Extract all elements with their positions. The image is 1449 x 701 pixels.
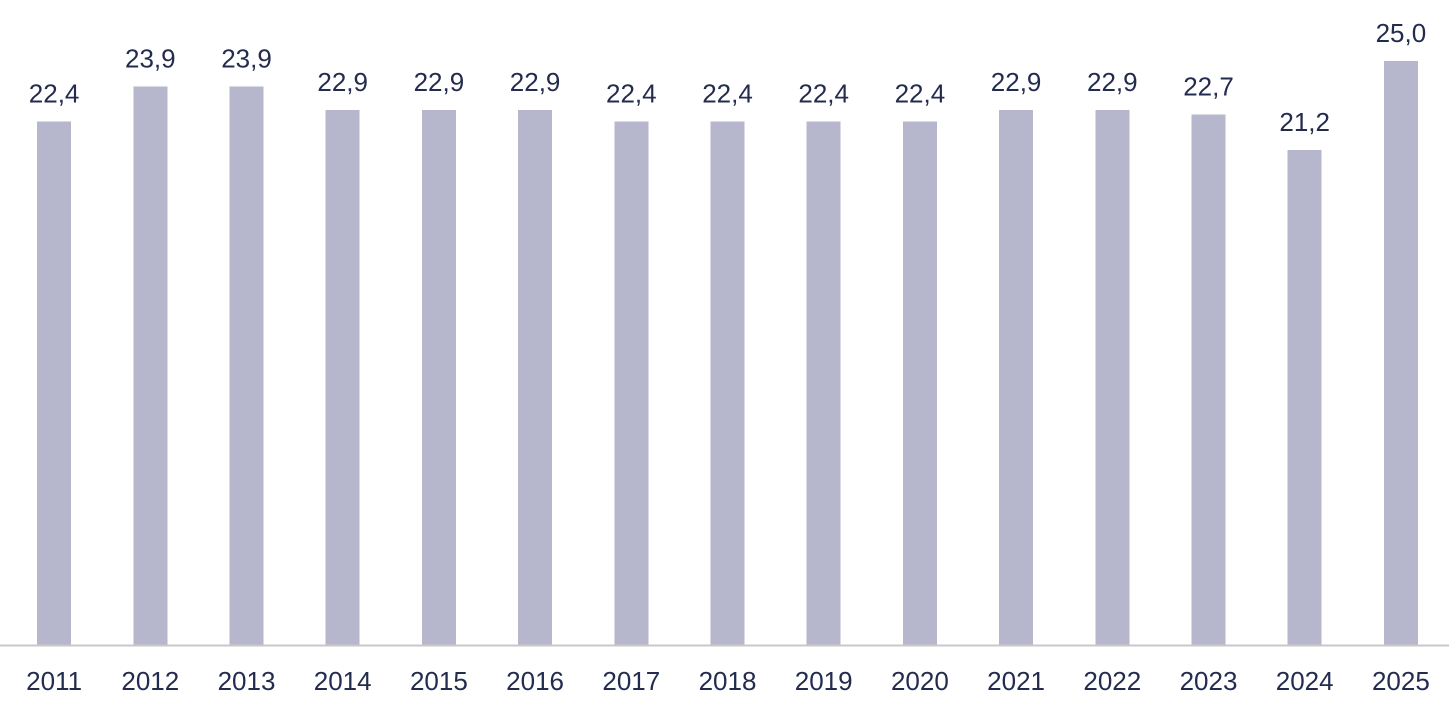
x-tick-label-2025: 2025 bbox=[1372, 666, 1430, 696]
bar-2012 bbox=[133, 86, 168, 645]
bar-2022 bbox=[1095, 110, 1130, 646]
bar-2015 bbox=[421, 110, 456, 646]
bar-2016 bbox=[518, 110, 553, 646]
value-label-2019: 22,4 bbox=[798, 79, 849, 109]
x-tick-label-2011: 2011 bbox=[26, 666, 82, 696]
x-tick-label-2017: 2017 bbox=[602, 666, 660, 696]
value-label-2024: 21,2 bbox=[1279, 107, 1330, 137]
value-label-2023: 22,7 bbox=[1183, 72, 1234, 102]
value-label-2022: 22,9 bbox=[1087, 67, 1138, 97]
bar-2020 bbox=[902, 121, 937, 645]
bar-2023 bbox=[1191, 114, 1226, 645]
value-label-2016: 22,9 bbox=[510, 67, 561, 97]
value-label-2014: 22,9 bbox=[317, 67, 368, 97]
x-tick-label-2019: 2019 bbox=[795, 666, 853, 696]
value-label-2021: 22,9 bbox=[991, 67, 1042, 97]
x-tick-label-2012: 2012 bbox=[121, 666, 179, 696]
x-tick-label-2020: 2020 bbox=[891, 666, 949, 696]
x-tick-label-2018: 2018 bbox=[699, 666, 757, 696]
x-tick-label-2015: 2015 bbox=[410, 666, 468, 696]
bar-2011 bbox=[37, 121, 72, 645]
bar-2021 bbox=[999, 110, 1034, 646]
value-label-2020: 22,4 bbox=[895, 79, 946, 109]
bar-2017 bbox=[614, 121, 649, 645]
bar-2019 bbox=[806, 121, 841, 645]
value-label-2017: 22,4 bbox=[606, 79, 657, 109]
x-tick-label-2021: 2021 bbox=[987, 666, 1045, 696]
value-label-2013: 23,9 bbox=[221, 44, 272, 74]
bar-2018 bbox=[710, 121, 745, 645]
value-label-2018: 22,4 bbox=[702, 79, 753, 109]
x-tick-label-2024: 2024 bbox=[1276, 666, 1334, 696]
x-tick-label-2016: 2016 bbox=[506, 666, 564, 696]
bar-2025 bbox=[1383, 61, 1418, 645]
value-label-2015: 22,9 bbox=[414, 67, 465, 97]
x-tick-label-2014: 2014 bbox=[314, 666, 372, 696]
bar-2013 bbox=[229, 86, 264, 645]
bar-2024 bbox=[1287, 149, 1322, 646]
value-label-2025: 25,0 bbox=[1376, 18, 1427, 48]
bar-2014 bbox=[325, 110, 360, 646]
value-label-2011: 22,4 bbox=[29, 79, 80, 109]
value-labels-group: 22,4 23,9 23,9 22,9 22,9 22,9 22,4 22,4 22,4 22,4… bbox=[29, 18, 1426, 137]
x-tick-labels-group: 2011 2012 2013 2014 2015 2016 2017 2018 2019 2020… bbox=[26, 666, 1430, 696]
bars-group bbox=[37, 61, 1418, 646]
value-label-2012: 23,9 bbox=[125, 44, 176, 74]
x-tick-label-2023: 2023 bbox=[1180, 666, 1238, 696]
x-tick-label-2022: 2022 bbox=[1083, 666, 1141, 696]
x-tick-label-2013: 2013 bbox=[218, 666, 276, 696]
